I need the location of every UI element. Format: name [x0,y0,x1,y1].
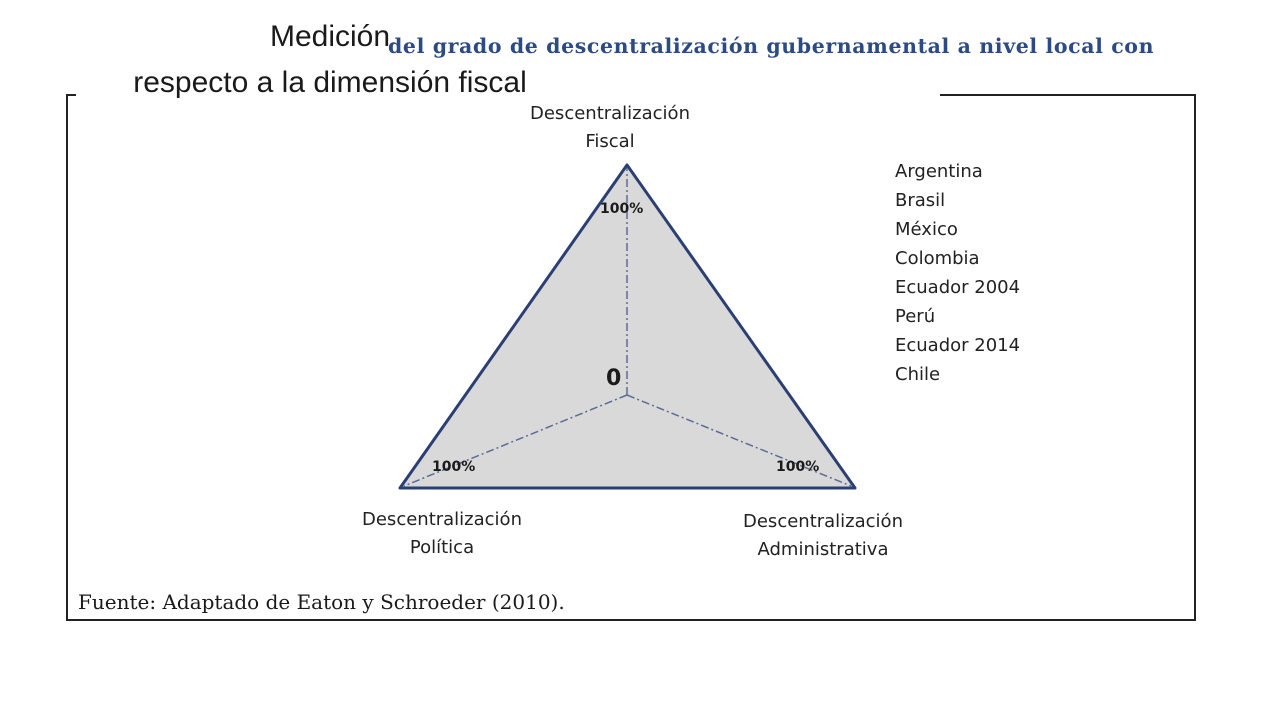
frame-bottom [66,619,1196,621]
axis-label-fiscal: Descentralización Fiscal [530,103,690,152]
figure-header-text: del grado de descentralización gubername… [388,34,1155,58]
country-legend: Argentina Brasil México Colombia Ecuador… [895,157,1020,389]
title-line-1: Medición [269,20,391,53]
legend-item: Ecuador 2014 [895,335,1021,356]
scale-left-100: 100% [432,459,476,475]
legend-item: Ecuador 2004 [895,277,1021,298]
slide-title: Medición respecto a la dimensión fiscal [95,14,565,106]
legend-item: Colombia [895,248,980,269]
legend-item: Perú [895,306,936,327]
scale-top-100: 100% [600,201,644,217]
legend-item: México [895,219,958,240]
legend-item: Argentina [895,161,983,182]
frame-top-right [940,94,1196,96]
axis-label-politica: Descentralización Política [362,509,522,558]
source-note: Fuente: Adaptado de Eaton y Schroeder (2… [78,590,565,614]
title-line-2: respecto a la dimensión fiscal [133,66,527,99]
legend-item: Brasil [895,190,946,211]
frame-right [1194,94,1196,621]
legend-item: Chile [895,364,941,385]
scale-center-zero: 0 [606,366,622,391]
frame-top-left [66,94,76,96]
frame-left [66,94,68,621]
axis-label-administrativa: Descentralización Administrativa [743,511,903,560]
scale-right-100: 100% [776,459,820,475]
